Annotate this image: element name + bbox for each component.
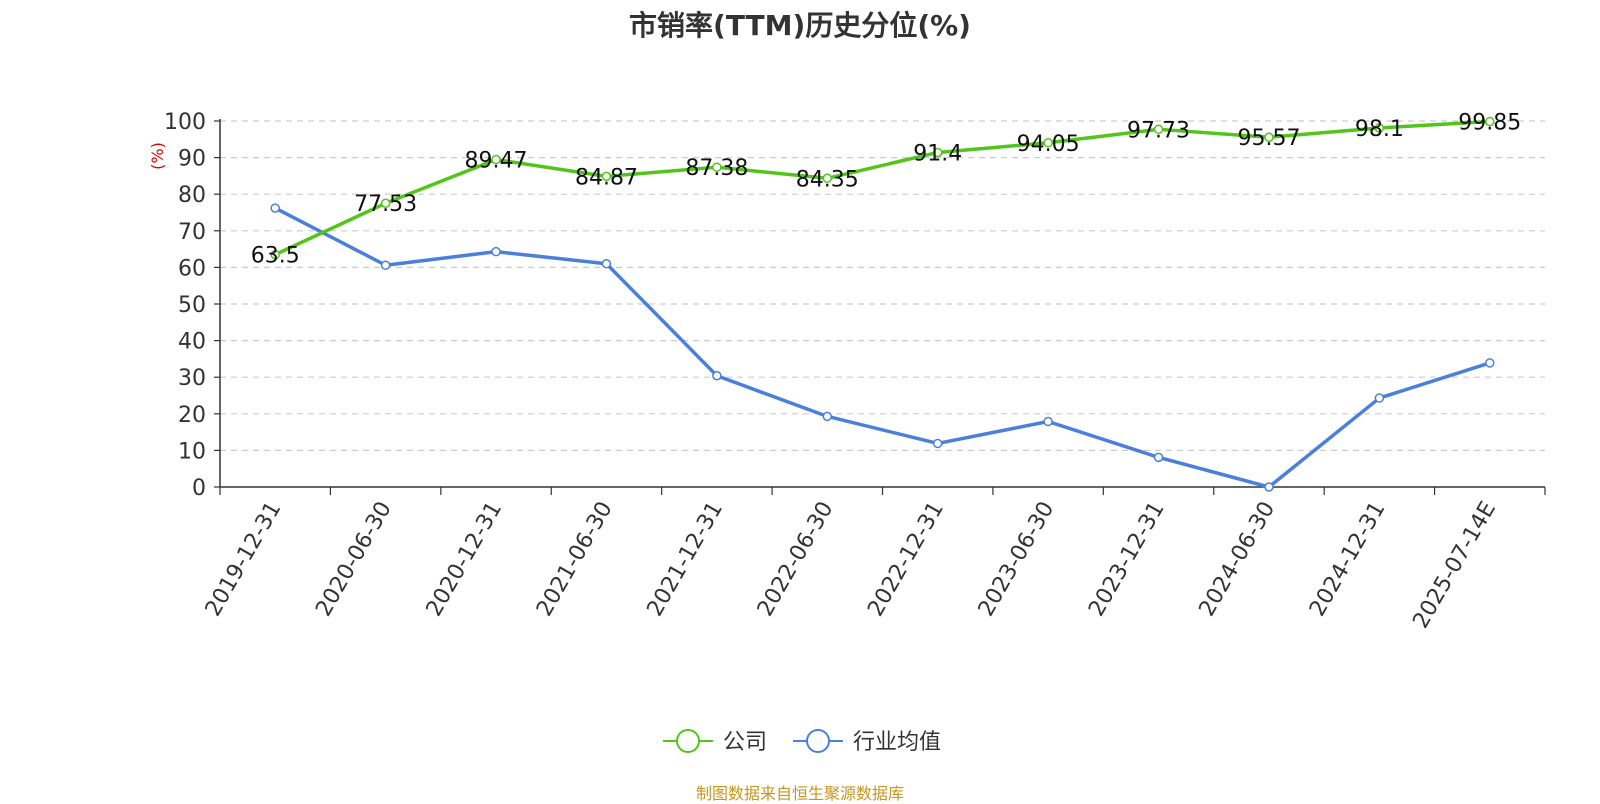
x-tick-label: 2020-06-30 — [311, 498, 397, 621]
y-tick-label: 10 — [178, 439, 206, 464]
x-tick-label: 2019-12-31 — [201, 498, 287, 621]
data-point[interactable] — [380, 198, 391, 208]
y-tick-label: 90 — [178, 147, 206, 172]
y-tick-label: 80 — [178, 183, 206, 208]
x-tick-label: 2022-12-31 — [863, 498, 949, 621]
data-point[interactable] — [601, 258, 612, 269]
legend-label: 公司 — [723, 730, 767, 755]
data-label: 63.5 — [251, 244, 300, 269]
data-point[interactable] — [822, 411, 833, 422]
data-point[interactable] — [1043, 138, 1053, 148]
data-point[interactable] — [491, 246, 501, 257]
legend-swatch-marker — [806, 729, 830, 753]
data-point[interactable] — [1153, 452, 1164, 463]
data-point[interactable] — [822, 173, 833, 184]
data-label: 98.1 — [1355, 117, 1404, 142]
y-tick-label: 20 — [178, 403, 206, 428]
data-point[interactable] — [1485, 358, 1495, 368]
data-point[interactable] — [1264, 482, 1274, 492]
data-point[interactable] — [1485, 116, 1495, 127]
x-tick-label: 2021-12-31 — [642, 498, 728, 621]
x-tick-label: 2023-06-30 — [974, 498, 1060, 621]
series-line — [274, 206, 1491, 489]
data-label: 95.57 — [1237, 126, 1300, 151]
data-label: 89.47 — [465, 149, 528, 174]
data-label: 94.05 — [1017, 132, 1080, 157]
data-point[interactable] — [270, 249, 280, 260]
data-point[interactable] — [1374, 393, 1385, 403]
y-tick-label: 100 — [164, 110, 206, 135]
data-point[interactable] — [712, 162, 722, 172]
data-label: 97.73 — [1127, 118, 1190, 143]
x-tick-label: 2023-12-31 — [1084, 498, 1170, 621]
data-point[interactable] — [1153, 124, 1164, 135]
x-tick-label: 2021-06-30 — [532, 498, 618, 621]
data-label: 87.38 — [685, 156, 748, 181]
data-point[interactable] — [270, 203, 280, 213]
y-tick-label: 60 — [178, 256, 206, 281]
data-label: 99.85 — [1458, 111, 1521, 136]
y-tick-label: 40 — [178, 330, 206, 355]
y-tick-label: 0 — [192, 476, 206, 501]
x-tick-label: 2024-12-31 — [1305, 498, 1391, 621]
legend-label: 行业均值 — [853, 730, 941, 755]
x-tick-label: 2020-12-31 — [422, 498, 508, 621]
data-point[interactable] — [1043, 416, 1053, 427]
data-label: 84.35 — [796, 167, 859, 192]
series-line — [274, 119, 1490, 257]
source-note: 制图数据来自恒生聚源数据库 — [695, 784, 904, 803]
x-tick-label: 2025-07-14E — [1408, 498, 1501, 633]
data-label: 84.87 — [575, 165, 638, 190]
legend-swatch-marker — [676, 729, 700, 753]
y-axis-label: (%) — [148, 142, 167, 170]
y-tick-label: 70 — [178, 220, 206, 245]
data-label: 91.4 — [913, 141, 962, 166]
data-point[interactable] — [712, 370, 722, 381]
data-point[interactable] — [932, 147, 943, 158]
data-label: 77.53 — [354, 192, 417, 217]
data-point[interactable] — [932, 438, 943, 449]
data-point[interactable] — [380, 260, 391, 270]
data-point[interactable] — [1264, 132, 1274, 142]
data-point[interactable] — [1374, 123, 1385, 133]
x-tick-label: 2022-06-30 — [753, 498, 839, 621]
chart-title: 市销率(TTM)历史分位(%) — [629, 9, 971, 42]
y-tick-label: 50 — [178, 293, 206, 318]
data-point[interactable] — [601, 171, 612, 182]
x-tick-label: 2024-06-30 — [1195, 498, 1281, 621]
data-point[interactable] — [491, 154, 501, 165]
y-tick-label: 30 — [178, 366, 206, 391]
